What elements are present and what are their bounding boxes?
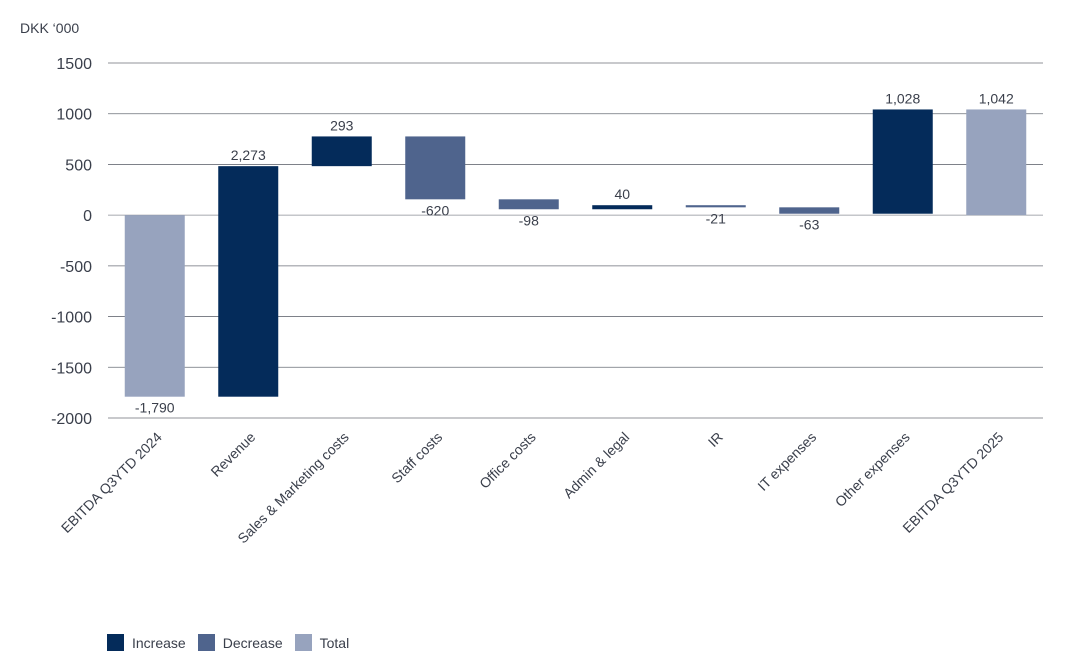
- data-label: -1,790: [135, 400, 175, 416]
- waterfall-chart: DKK ‘000 1500 1000 500 0 -500 -1000 -1500 -2000…: [20, 20, 1043, 547]
- data-label: -620: [421, 202, 449, 218]
- y-tick-label: -2000: [51, 411, 92, 428]
- x-tick-label: IT expenses: [754, 429, 819, 494]
- y-tick-label: 1000: [56, 107, 92, 124]
- x-tick-label: EBITDA Q3YTD 2024: [58, 429, 165, 536]
- bar-increase: [872, 109, 933, 214]
- data-label: -98: [519, 212, 539, 228]
- data-label: 2,273: [231, 147, 266, 163]
- bar-increase: [311, 136, 372, 167]
- x-tick-label: Other expenses: [832, 429, 913, 510]
- legend-label-increase: Increase: [132, 634, 186, 651]
- y-axis: 1500 1000 500 0 -500 -1000 -1500 -2000: [51, 56, 92, 428]
- y-tick-label: -1000: [51, 310, 92, 327]
- data-label: 40: [614, 186, 630, 202]
- legend-label-decrease: Decrease: [222, 634, 283, 651]
- data-label: 1,042: [979, 90, 1014, 106]
- x-tick-label: Revenue: [207, 429, 258, 480]
- x-tick-label: Staff costs: [388, 429, 445, 486]
- bar-total: [124, 215, 185, 397]
- bar-increase: [218, 166, 279, 397]
- data-label: -21: [706, 210, 726, 226]
- legend-swatch-increase: [107, 634, 124, 651]
- legend-swatch-total: [294, 634, 312, 651]
- y-tick-label: -1500: [51, 360, 92, 377]
- legend-item-decrease: Decrease: [197, 634, 283, 651]
- x-tick-label: Admin & legal: [560, 429, 632, 501]
- x-tick-label: EBITDA Q3YTD 2025: [899, 429, 1006, 536]
- unit-label: DKK ‘000: [20, 20, 79, 36]
- bar-increase: [592, 205, 653, 210]
- y-tick-label: 1500: [56, 56, 92, 73]
- data-labels: -1,790 2,273 293 -620 -98 40 -21 -63 1,028 1,042: [135, 90, 1014, 415]
- bar-decrease: [405, 136, 466, 200]
- legend-item-increase: Increase: [107, 634, 186, 651]
- y-tick-label: 0: [83, 208, 92, 225]
- x-tick-label: Office costs: [476, 429, 539, 492]
- data-label: 1,028: [885, 90, 920, 106]
- legend-item-total: Total: [294, 634, 350, 651]
- bar-decrease: [779, 207, 840, 214]
- data-label: -63: [799, 217, 819, 233]
- bars: [124, 109, 1027, 397]
- bar-total: [966, 109, 1027, 216]
- bar-decrease: [685, 205, 746, 208]
- legend-swatch-decrease: [197, 634, 215, 651]
- y-tick-label: 500: [65, 157, 92, 174]
- legend: Increase Decrease Total: [107, 634, 349, 651]
- x-tick-label: IR: [705, 429, 726, 450]
- legend-label-total: Total: [319, 634, 350, 651]
- bar-decrease: [498, 199, 559, 210]
- y-tick-label: -500: [60, 259, 92, 276]
- data-label: 293: [330, 117, 354, 133]
